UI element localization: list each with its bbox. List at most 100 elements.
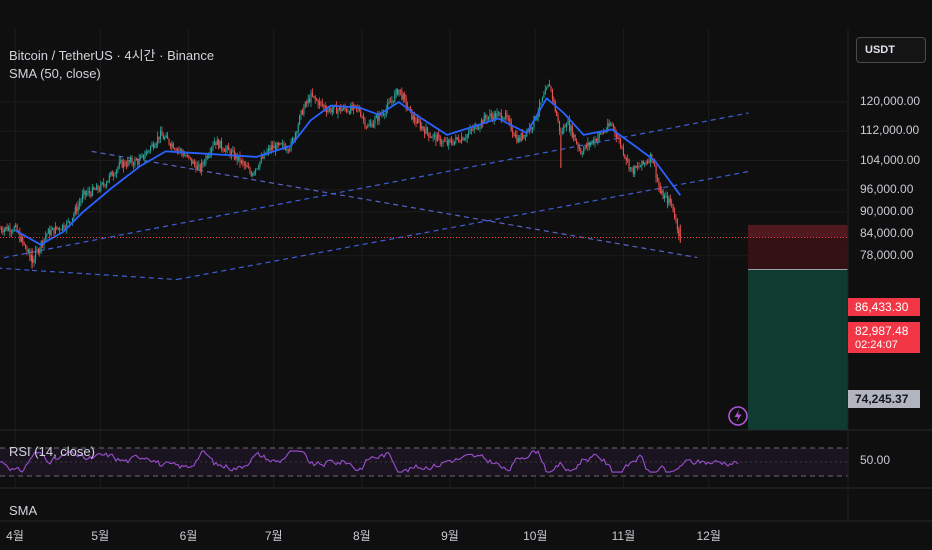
candle-body — [610, 124, 612, 126]
price-tick-label: 112,000.00 — [860, 123, 920, 138]
candle-body — [432, 134, 434, 138]
position-tool[interactable] — [748, 224, 848, 430]
candle-body — [97, 185, 99, 190]
candle-body — [651, 154, 653, 159]
candle-body — [144, 155, 146, 159]
candle-body — [479, 126, 481, 129]
candle-body — [148, 150, 150, 152]
candle-body — [23, 242, 25, 245]
candle-body — [138, 158, 140, 165]
candle-body — [658, 180, 660, 187]
candle-body — [669, 198, 671, 203]
candle-body — [145, 151, 147, 156]
candle-body — [463, 138, 465, 141]
candle-body — [668, 198, 670, 204]
candle-body — [118, 161, 120, 168]
candle-body — [296, 131, 298, 133]
trendlines[interactable] — [0, 112, 749, 281]
candle-body — [123, 161, 125, 168]
candle-body — [644, 162, 646, 164]
candle-body — [294, 132, 296, 140]
candle-body — [415, 121, 417, 124]
candle-body — [276, 142, 278, 151]
candle-body — [399, 89, 402, 91]
candle-body — [678, 229, 680, 236]
candle-body — [274, 145, 277, 151]
candle-body — [615, 132, 617, 138]
candle-body — [168, 139, 170, 144]
candle-body — [530, 125, 532, 129]
candle-body — [638, 166, 640, 168]
candle-body — [191, 158, 193, 164]
candle-body — [167, 135, 169, 140]
candles — [0, 79, 681, 269]
candle-body — [155, 143, 157, 147]
candle-body — [188, 155, 190, 158]
candle-body — [365, 126, 367, 128]
candle-body — [485, 115, 487, 119]
candle-body — [381, 113, 383, 115]
time-tick-label: 8월 — [352, 529, 371, 543]
candle-body — [405, 97, 407, 107]
candle-body — [547, 84, 549, 88]
candle-body — [186, 155, 189, 157]
lightning-clock-icon[interactable] — [727, 405, 749, 427]
candle-body — [150, 146, 152, 151]
candle-body — [100, 183, 102, 191]
candle-body — [544, 89, 546, 95]
candle-body — [243, 162, 245, 166]
candle-body — [648, 161, 650, 163]
candle-body — [330, 108, 332, 113]
candle-body — [618, 137, 620, 140]
candle-body — [401, 90, 403, 100]
candle-body — [340, 107, 342, 112]
candle-body — [614, 127, 616, 133]
currency-button[interactable]: USDT — [856, 37, 926, 63]
candle-body — [513, 133, 515, 137]
candle-body — [363, 117, 365, 119]
candle-body — [629, 167, 632, 169]
candle-body — [213, 141, 216, 145]
candle-body — [115, 170, 118, 175]
candle-body — [267, 148, 269, 152]
candle-body — [19, 232, 21, 242]
candle-body — [219, 140, 221, 149]
candle-body — [196, 165, 198, 171]
candle-body — [578, 147, 580, 150]
candle-body — [632, 168, 634, 174]
candle-body — [69, 221, 71, 223]
candle-body — [524, 134, 526, 137]
candle-body — [551, 89, 553, 99]
candle-body — [459, 141, 461, 143]
candle-body — [321, 102, 323, 106]
candle-body — [540, 101, 542, 103]
candle-body — [499, 112, 501, 114]
candle-body — [631, 167, 633, 169]
candle-body — [331, 109, 333, 113]
candle-body — [441, 143, 443, 145]
candle-body — [473, 126, 475, 130]
loss-zone — [748, 224, 848, 238]
candle-body — [382, 113, 384, 115]
candle-body — [336, 105, 338, 114]
candle-body — [476, 124, 478, 130]
candle-body — [26, 249, 28, 253]
candle-body — [2, 230, 4, 232]
candle-body — [523, 134, 525, 139]
candle-body — [73, 213, 75, 218]
candle-body — [635, 166, 637, 168]
candle-body — [125, 165, 127, 167]
candle-body — [522, 133, 524, 139]
rsi-level-label: 50.00 — [860, 453, 891, 467]
candle-body — [248, 167, 250, 169]
candle-body — [250, 172, 252, 176]
candle-body — [165, 135, 167, 138]
candle-body — [13, 226, 15, 232]
candle-body — [177, 148, 179, 151]
candle-body — [385, 108, 387, 115]
candle-body — [594, 139, 596, 144]
candle-body — [593, 140, 595, 144]
candle-body — [154, 146, 156, 148]
candle-body — [313, 96, 315, 98]
